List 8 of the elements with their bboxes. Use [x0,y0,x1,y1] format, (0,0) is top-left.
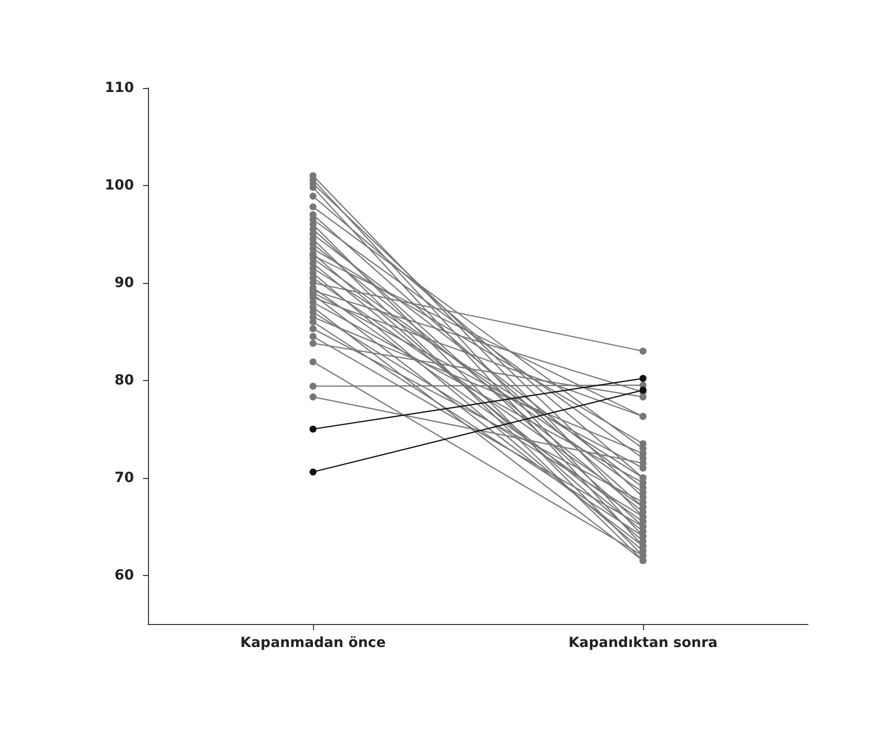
y-tick-label: 100 [104,177,134,194]
x-tick-label: Kapanmadan önce [240,635,386,651]
y-tick-label: 80 [114,372,134,388]
y-tick-label: 60 [114,567,134,584]
x-tick-label: Kapandıktan sonra [568,635,718,651]
y-tick-label: 110 [104,80,134,96]
y-tick-label: 90 [114,274,134,291]
y-tick-label: 70 [114,470,134,486]
